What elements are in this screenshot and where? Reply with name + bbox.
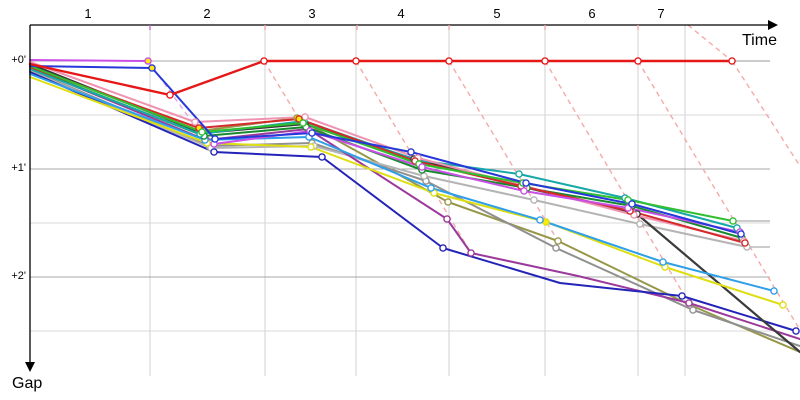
runner-olive-control-marker-3 xyxy=(444,198,452,206)
runner-blue-control-marker-3 xyxy=(308,129,316,137)
isochrone-6-dashed-line xyxy=(637,60,800,331)
y-tick-0min: +0' xyxy=(11,54,26,66)
runner-blue-line xyxy=(29,65,742,235)
runner-blue-control-marker-4 xyxy=(407,148,415,156)
time-axis-label: Time xyxy=(742,32,777,49)
runner-navy-control-marker-3 xyxy=(439,244,447,252)
runner-skyblue-control-marker-4 xyxy=(536,216,544,224)
runner-navy-control-marker-2 xyxy=(318,153,326,161)
isochrone-5-dashed-line xyxy=(544,60,694,311)
runner-olive-control-marker-4 xyxy=(554,237,562,245)
runner-blue-control-marker-7 xyxy=(737,230,745,238)
runner-silver-control-marker-3 xyxy=(420,172,428,180)
leg-label-4: 4 xyxy=(397,6,405,21)
leg-label-1: 1 xyxy=(84,6,92,21)
runner-silver-control-marker-5 xyxy=(636,220,644,228)
leg-label-7: 7 xyxy=(657,6,665,21)
runner-pink-control-marker-1 xyxy=(191,118,199,126)
gap-axis-label: Gap xyxy=(12,375,43,392)
runner-blue-control-marker-1 xyxy=(148,64,156,72)
runner-blue-control-marker-6 xyxy=(628,200,636,208)
runner-navy-control-marker-6 xyxy=(792,327,800,335)
runner-skyblue-control-marker-3 xyxy=(427,184,435,192)
runner-red-leader-line xyxy=(28,59,734,97)
isochrone-7a-dashed-line xyxy=(687,24,733,62)
runner-red-leader-control-marker-4 xyxy=(445,57,453,65)
runner-blue-control-marker-5 xyxy=(522,179,530,187)
runner-green1-control-marker-6 xyxy=(729,217,737,225)
runner-magenta-control-marker-4 xyxy=(418,163,426,171)
y-tick-1min: +1' xyxy=(11,162,26,174)
runner-red-leader-control-marker-3 xyxy=(352,57,360,65)
runner-red-leader-control-marker-2 xyxy=(260,57,268,65)
leg-label-2: 2 xyxy=(203,6,211,21)
runner-red-leader-control-marker-1 xyxy=(166,91,174,99)
runner-purple-control-marker-4 xyxy=(467,249,475,257)
leg-label-3: 3 xyxy=(308,6,316,21)
leg-label-6: 6 xyxy=(588,6,596,21)
runner-crimson-control-marker-6 xyxy=(741,239,749,247)
runner-red-leader-control-marker-5 xyxy=(541,57,549,65)
runner-gray-control-marker-4 xyxy=(552,244,560,252)
time-axis-arrowhead xyxy=(768,20,778,30)
runner-green1-control-marker-2 xyxy=(299,119,307,127)
runner-red-leader-control-marker-6 xyxy=(634,57,642,65)
runner-purple-control-marker-3 xyxy=(443,215,451,223)
runner-yellow-control-marker-4 xyxy=(542,218,550,226)
runner-magenta-control-marker-1 xyxy=(144,57,152,65)
runner-yellow-control-marker-2 xyxy=(307,143,315,151)
runner-magenta-control-marker-5 xyxy=(520,187,528,195)
runner-yellow-control-marker-6 xyxy=(779,301,787,309)
gap-axis-arrowhead xyxy=(25,362,35,372)
isochrone-7b-dashed-line xyxy=(731,60,800,167)
runner-teal-control-marker-4 xyxy=(515,170,523,178)
runner-navy-control-marker-5 xyxy=(678,292,686,300)
runner-purple-control-marker-6 xyxy=(685,299,693,307)
runner-navy-control-marker-1 xyxy=(210,148,218,156)
y-tick-2min: +2' xyxy=(11,270,26,282)
runner-silver-control-marker-4 xyxy=(530,196,538,204)
runner-skyblue-control-marker-5 xyxy=(659,258,667,266)
runner-gray-control-marker-5 xyxy=(689,306,697,314)
runner-pink-control-marker-2 xyxy=(301,113,309,121)
runner-red-leader-control-marker-7 xyxy=(728,57,736,65)
runner-skyblue-control-marker-6 xyxy=(770,287,778,295)
runner-magenta-line-seg0 xyxy=(29,59,149,62)
runner-green1-control-marker-1 xyxy=(198,128,206,136)
runner-blue-control-marker-2 xyxy=(211,135,219,143)
isochrone-4-dashed-line xyxy=(448,60,559,242)
leg-label-5: 5 xyxy=(493,6,501,21)
